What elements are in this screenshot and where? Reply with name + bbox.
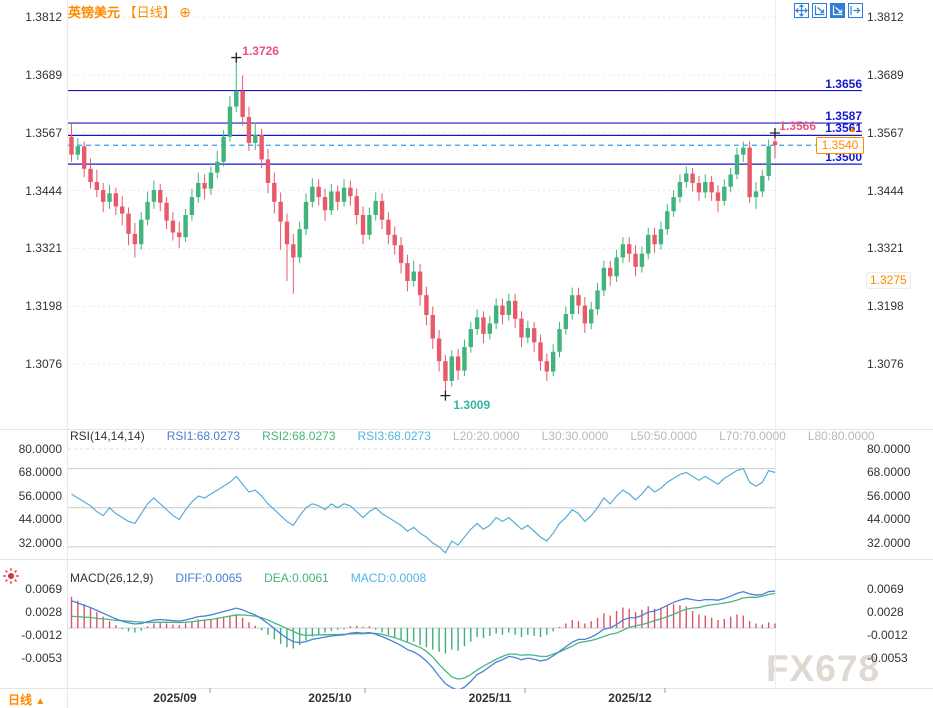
rsi-legend-item: L50:50.0000 [630,429,698,443]
rsi-axis-label-left: 80.0000 [18,442,62,456]
price-axis-label-right: 1.3076 [867,357,904,371]
toolbar [794,3,863,18]
macd-axis-label-left: -0.0053 [21,651,62,666]
price-axis-label-right: 1.3689 [867,67,904,82]
high-price-label: 1.3726 [242,43,279,58]
rsi-header: RSI(14,14,14) RSI1:68.0273 RSI2:68.0273 RSI… [70,429,897,443]
chart-title: 英镑美元 【日线】 ⊕ [68,2,191,21]
rsi-axis-label-right: 32.0000 [867,535,911,550]
price-axis-label-right: 1.3567 [867,125,904,140]
x-axis-month-label: 2025/12 [608,691,652,705]
price-axis-label-left: 1.3689 [25,67,62,82]
x-axis-month-label: 2025/11 [468,691,512,705]
rsi-axis-label-right: 68.0000 [867,465,911,480]
price-axis-label-right: 1.3321 [867,241,904,256]
macd-axis-label-right: 0.0069 [867,581,904,596]
price-axis-label-right: 1.3198 [867,299,904,314]
rsi-axis-label-left: 68.0000 [18,465,62,480]
rsi-legend-item: RSI2:68.0273 [262,429,336,443]
rsi-legend-item: L20:20.0000 [452,429,520,443]
axis-zoom-filled-icon[interactable] [830,3,845,18]
price-axis-label-right: 1.3812 [867,10,904,24]
price-axis-label-right: 1.3444 [867,183,904,198]
last-high-label: 1.3566 [779,119,816,133]
rsi-legend-item: L80:80.0000 [807,429,875,443]
macd-legend-item: DEA:0.0061 [264,571,329,585]
price-up-arrow-icon: ▲ [848,124,857,135]
side-price-badge: 1.3275 [866,272,911,290]
x-axis-month-label: 2025/10 [308,691,352,705]
macd-axis-label-left: 0.0069 [25,581,62,596]
rsi-axis-label-left: 32.0000 [18,535,62,550]
add-indicator-icon[interactable]: ⊕ [179,4,192,20]
rsi-legend-item: RSI1:68.0273 [166,429,241,443]
level-price-label: 1.3656 [825,76,862,91]
axis-zoom-icon[interactable] [812,3,827,18]
macd-legend-item: MACD:0.0008 [350,571,427,585]
rsi-legend-item: L30:30.0000 [541,429,609,443]
period-tag: 【日线】 [123,5,176,20]
macd-axis-label-right: -0.0012 [867,627,908,642]
level-price-label: 1.3587 [825,109,862,124]
watermark: FX678 [766,648,881,689]
rsi-axis-label-left: 56.0000 [18,488,62,503]
low-price-label: 1.3009 [453,397,491,412]
macd-header: MACD(26,12,9) DIFF:0.0065 DEA:0.0061 MACD:0… [70,571,448,585]
rsi-axis-label-right: 80.0000 [867,442,911,456]
level-price-label: 1.3561 [825,121,862,136]
macd-axis-label-left: 0.0028 [25,605,62,620]
price-axis-label-left: 1.3321 [25,241,62,256]
current-price-badge: 1.3540 [816,137,864,155]
price-axis-label-left: 1.3198 [25,299,62,314]
macd-params: MACD(26,12,9) [70,571,154,585]
symbol-name: 英镑美元 [68,5,121,20]
rsi-params: RSI(14,14,14) [70,429,145,443]
macd-legend-item: DIFF:0.0065 [175,571,243,585]
pop-out-icon[interactable] [848,3,863,18]
alert-sun-icon[interactable] [2,567,20,585]
move-icon[interactable] [794,3,809,18]
rsi-legend-item: L70:70.0000 [719,429,786,443]
rsi-legend-item: RSI3:68.0273 [357,429,431,443]
rsi-axis-label-right: 56.0000 [867,488,911,503]
x-axis-month-label: 2025/09 [153,691,197,705]
price-axis-label-left: 1.3444 [25,183,62,198]
footer-period-label: 日线 [8,693,33,707]
rsi-axis-label-left: 44.0000 [18,512,62,527]
footer-period[interactable]: 日线 ▲ [8,691,45,708]
footer-period-arrow-icon: ▲ [35,696,46,707]
price-axis-label-left: 1.3076 [25,357,62,371]
rsi-axis-label-right: 44.0000 [867,512,911,527]
price-axis-label-left: 1.3812 [25,10,62,24]
macd-axis-label-right: 0.0028 [867,605,904,620]
price-axis-label-left: 1.3567 [25,125,62,140]
macd-axis-label-right: -0.0053 [867,651,908,666]
macd-axis-label-left: -0.0012 [21,627,62,642]
